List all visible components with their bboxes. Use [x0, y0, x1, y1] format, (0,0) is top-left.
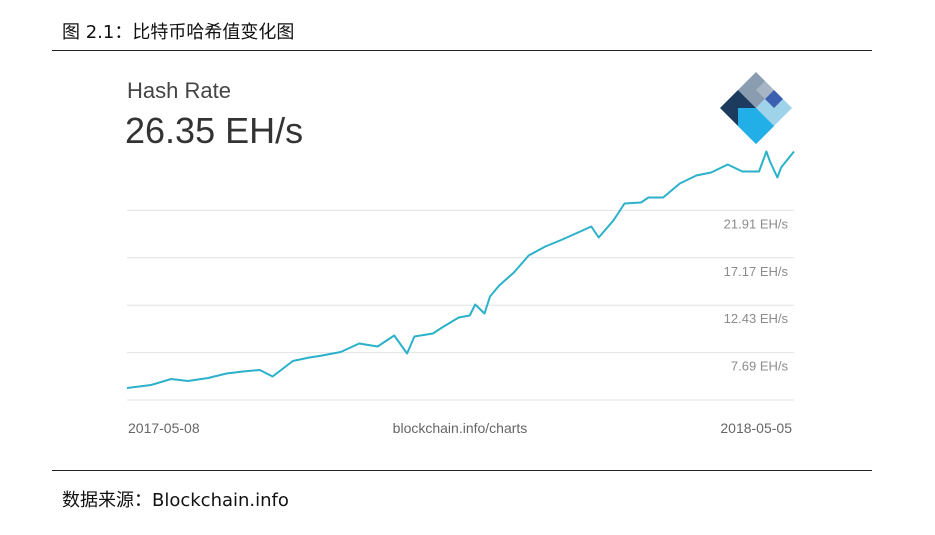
y-tick-label: 17.17 EH/s [724, 264, 789, 279]
logo-tile-bottom-ext [738, 108, 774, 144]
x-start-label: 2017-05-08 [128, 420, 200, 436]
chart-title: Hash Rate [127, 78, 231, 103]
y-tick-label: 21.91 EH/s [724, 216, 789, 231]
figure-caption: 图 2.1：比特币哈希值变化图 [62, 22, 295, 43]
blockchain-logo-icon [720, 72, 792, 144]
bottom-rule [52, 470, 872, 471]
gridlines [127, 209, 794, 401]
y-tick-labels: 7.69 EH/s 12.43 EH/s 17.17 EH/s 21.91 EH/s [724, 216, 789, 373]
hash-rate-line [126, 150, 795, 389]
current-hash-rate: 26.35 EH/s [125, 110, 304, 151]
y-tick-label: 7.69 EH/s [731, 359, 789, 374]
logo-tile-inner [765, 90, 783, 108]
x-end-label: 2018-05-05 [720, 420, 792, 436]
source-note: 数据来源：Blockchain.info [62, 490, 289, 511]
top-rule [52, 50, 872, 51]
x-center-label: blockchain.info/charts [393, 420, 528, 436]
y-tick-label: 12.43 EH/s [724, 311, 789, 326]
